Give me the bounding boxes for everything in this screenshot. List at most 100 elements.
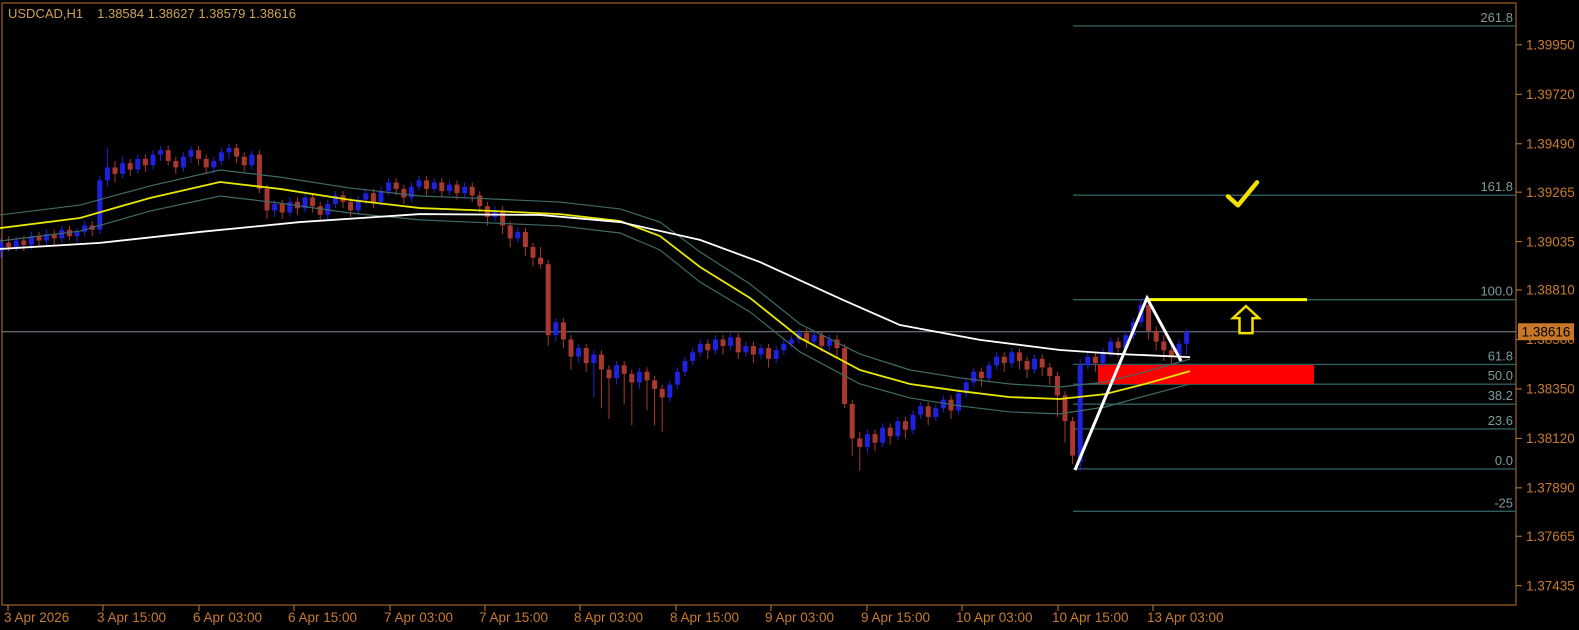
price-axis-label: 1.39265 — [1526, 185, 1575, 200]
candle-body — [591, 354, 597, 364]
candle-body — [1168, 350, 1174, 357]
time-axis-label[interactable]: 10 Apr 03:00 — [956, 610, 1033, 625]
candle-body — [1123, 335, 1129, 349]
candle-body — [956, 393, 962, 411]
candle-body — [940, 399, 946, 409]
candle-body — [370, 193, 376, 202]
candle-body — [1115, 341, 1121, 349]
candle-body — [705, 343, 711, 351]
fib-level-label: 50.0 — [1488, 368, 1513, 383]
candle-body — [568, 339, 574, 357]
time-axis-label[interactable]: 3 Apr 2026 — [4, 610, 69, 625]
candle-body — [515, 231, 521, 239]
candle-body — [492, 210, 498, 217]
candle-body — [1100, 352, 1106, 364]
candle-body — [1062, 395, 1068, 422]
time-axis-label[interactable]: 7 Apr 03:00 — [384, 610, 453, 625]
fib-level-label: 100.0 — [1480, 284, 1513, 299]
fib-level-label: 38.2 — [1488, 388, 1513, 403]
candle-body — [363, 193, 369, 200]
candle-body — [538, 257, 544, 265]
candle-body — [652, 380, 658, 389]
candle-body — [439, 182, 445, 192]
time-axis-label[interactable]: 9 Apr 03:00 — [765, 610, 834, 625]
candle-body — [424, 180, 430, 189]
ohlc-readout: USDCAD,H1 1.38584 1.38627 1.38579 1.38616 — [8, 6, 296, 21]
up-arrow-icon[interactable] — [1229, 304, 1263, 335]
time-axis-label[interactable]: 7 Apr 15:00 — [479, 610, 548, 625]
time-axis-label[interactable]: 6 Apr 15:00 — [288, 610, 357, 625]
candle-body — [819, 335, 825, 346]
candle-body — [158, 150, 164, 155]
checkmark-icon[interactable] — [1225, 180, 1260, 208]
candle-body — [82, 225, 88, 232]
ma-yellow-line — [0, 181, 1191, 400]
candle-body — [44, 234, 50, 241]
candle-body — [629, 373, 635, 383]
fib-level-label: 23.6 — [1488, 413, 1513, 428]
price-axis-label: 1.38810 — [1526, 283, 1575, 298]
time-axis-label[interactable]: 10 Apr 15:00 — [1052, 610, 1129, 625]
ma-white-line — [0, 213, 1191, 358]
time-axis-label[interactable]: 13 Apr 03:00 — [1147, 610, 1224, 625]
fib-level-label: -25 — [1494, 495, 1513, 510]
candle-body — [1176, 343, 1182, 357]
time-axis-label[interactable]: 6 Apr 03:00 — [193, 610, 262, 625]
current-price-box — [1518, 323, 1574, 341]
candle-body — [1108, 341, 1114, 353]
candle-body — [28, 236, 34, 245]
envelope-upper-line — [0, 169, 1191, 388]
candle-body — [348, 201, 354, 211]
candle-body — [1070, 421, 1076, 456]
candle-body — [644, 371, 650, 381]
candle-body — [165, 150, 171, 161]
candle-body — [1161, 341, 1167, 351]
candle-body — [1184, 331, 1190, 344]
candle-body — [887, 427, 893, 437]
candle-body — [834, 339, 840, 349]
candle-body — [477, 195, 483, 207]
candle-body — [1032, 358, 1038, 370]
symbol-period-label: USDCAD,H1 — [8, 6, 84, 21]
candle-body — [804, 333, 810, 342]
time-axis-label[interactable]: 9 Apr 15:00 — [861, 610, 930, 625]
candle-body — [1153, 330, 1159, 342]
candle-body — [978, 371, 984, 379]
candle-body — [6, 242, 12, 247]
supply-zone-box[interactable] — [1098, 365, 1314, 384]
candle-body — [249, 154, 255, 166]
candle-body — [712, 339, 718, 351]
candle-body — [1077, 365, 1083, 463]
candle-body — [553, 322, 559, 336]
candle-body — [576, 348, 582, 357]
candle-body — [241, 156, 247, 166]
candle-body — [910, 414, 916, 430]
price-axis-label: 1.39035 — [1526, 234, 1575, 249]
candle-body — [310, 197, 316, 207]
time-axis-label[interactable]: 3 Apr 15:00 — [97, 610, 166, 625]
candle-body — [781, 343, 787, 351]
candle-body — [112, 167, 118, 174]
candle-body — [150, 154, 156, 166]
price-axis-label: 1.37890 — [1526, 481, 1575, 496]
candle-body — [522, 231, 528, 247]
candle-body — [203, 158, 209, 168]
time-axis-label[interactable]: 8 Apr 15:00 — [670, 610, 739, 625]
white-zigzag-drawing[interactable] — [1073, 294, 1183, 471]
candle-body — [1047, 367, 1053, 377]
candle-body — [507, 225, 513, 239]
candle-body — [1024, 360, 1030, 370]
candle-body — [446, 184, 452, 192]
candle-body — [279, 203, 285, 213]
candle-body — [758, 348, 764, 355]
time-axis-label[interactable]: 8 Apr 03:00 — [574, 610, 643, 625]
candle-body — [773, 350, 779, 359]
candle-body — [598, 354, 604, 370]
candle-body — [393, 182, 399, 189]
envelope-lower-line — [0, 195, 1191, 415]
candle-body — [416, 180, 422, 187]
candle-body — [272, 203, 278, 211]
candle-body — [0, 242, 4, 252]
candle-body — [401, 188, 407, 198]
